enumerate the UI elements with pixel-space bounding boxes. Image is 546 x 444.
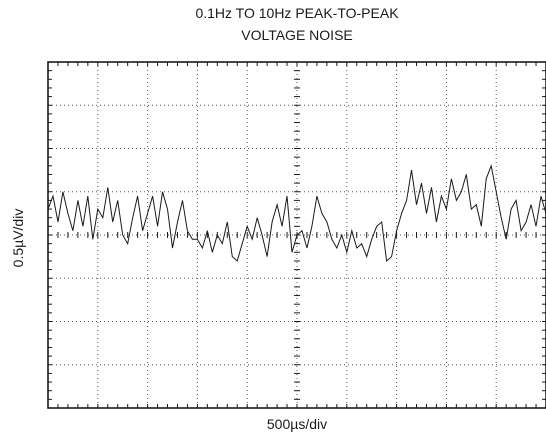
chart-title-line-1: 0.1Hz TO 10Hz PEAK-TO-PEAK [195, 5, 399, 21]
y-axis-label: 0.5µV/div [10, 208, 26, 268]
plot-frame [47, 61, 546, 409]
chart-title-line-2: VOLTAGE NOISE [241, 27, 353, 43]
noise-trace-line [47, 163, 546, 262]
x-axis-label: 500µs/div [266, 416, 328, 432]
